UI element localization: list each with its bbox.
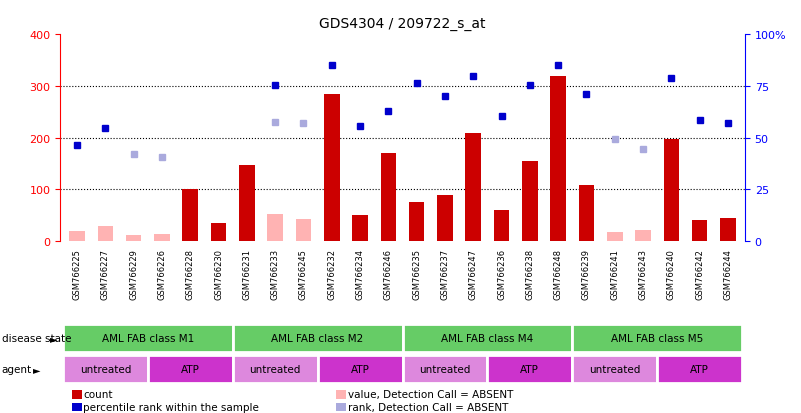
Text: GSM766244: GSM766244 [723,248,732,299]
Bar [522,161,537,242]
Bar [233,356,318,383]
Text: ATP: ATP [351,364,369,374]
Text: ATP: ATP [690,364,709,374]
Text: GSM766239: GSM766239 [582,248,591,299]
Text: disease state: disease state [2,333,71,343]
Bar [154,235,170,242]
Bar [296,220,312,242]
Text: GSM766229: GSM766229 [129,248,138,299]
Bar [635,230,651,242]
Text: GSM766236: GSM766236 [497,248,506,299]
Bar [183,190,198,242]
Text: value, Detection Call = ABSENT: value, Detection Call = ABSENT [348,389,513,399]
Bar [550,76,566,242]
Bar [409,203,425,242]
Bar [63,325,233,352]
Title: GDS4304 / 209722_s_at: GDS4304 / 209722_s_at [320,17,485,31]
Text: ►: ► [50,333,57,343]
Bar [98,226,113,242]
Bar [211,223,227,242]
Text: untreated: untreated [589,364,641,374]
Bar [720,218,736,242]
Bar [493,211,509,242]
Text: GSM766245: GSM766245 [299,248,308,299]
Bar [402,325,572,352]
Text: GSM766237: GSM766237 [441,248,449,299]
Bar [324,95,340,242]
Text: AML FAB class M4: AML FAB class M4 [441,333,533,343]
Text: untreated: untreated [79,364,131,374]
Bar [657,356,742,383]
Text: GSM766226: GSM766226 [158,248,167,299]
Text: GSM766230: GSM766230 [214,248,223,299]
Text: GSM766246: GSM766246 [384,248,392,299]
Bar [465,133,481,242]
Text: AML FAB class M2: AML FAB class M2 [272,333,364,343]
Bar [63,356,148,383]
Text: GSM766225: GSM766225 [73,248,82,299]
Text: GSM766233: GSM766233 [271,248,280,299]
Text: AML FAB class M5: AML FAB class M5 [611,333,703,343]
Bar [487,356,572,383]
Bar [233,325,402,352]
Text: rank, Detection Call = ABSENT: rank, Detection Call = ABSENT [348,402,508,412]
Text: ATP: ATP [521,364,539,374]
Text: GSM766228: GSM766228 [186,248,195,299]
Text: GSM766227: GSM766227 [101,248,110,299]
Bar [69,231,85,242]
Bar [268,215,283,242]
Bar [663,140,679,242]
Text: GSM766247: GSM766247 [469,248,477,299]
Bar [578,186,594,242]
Bar [572,356,657,383]
Text: GSM766242: GSM766242 [695,248,704,299]
Text: GSM766234: GSM766234 [356,248,364,299]
Bar [380,154,396,242]
Text: GSM766241: GSM766241 [610,248,619,299]
Bar [402,356,487,383]
Bar [126,235,142,242]
Bar [572,325,742,352]
Text: ATP: ATP [181,364,199,374]
Text: agent: agent [2,364,32,374]
Bar [148,356,233,383]
Text: untreated: untreated [419,364,471,374]
Text: ►: ► [33,364,40,374]
Text: GSM766243: GSM766243 [638,248,647,299]
Text: count: count [83,389,113,399]
Text: GSM766240: GSM766240 [667,248,676,299]
Text: GSM766232: GSM766232 [328,248,336,299]
Text: GSM766235: GSM766235 [413,248,421,299]
Bar [692,221,707,242]
Bar [318,356,402,383]
Bar [607,232,622,242]
Text: GSM766231: GSM766231 [243,248,252,299]
Text: AML FAB class M1: AML FAB class M1 [102,333,194,343]
Bar [352,216,368,242]
Bar [239,165,255,242]
Text: percentile rank within the sample: percentile rank within the sample [83,402,260,412]
Bar [437,195,453,242]
Text: untreated: untreated [249,364,301,374]
Text: GSM766248: GSM766248 [553,248,562,299]
Text: GSM766238: GSM766238 [525,248,534,299]
